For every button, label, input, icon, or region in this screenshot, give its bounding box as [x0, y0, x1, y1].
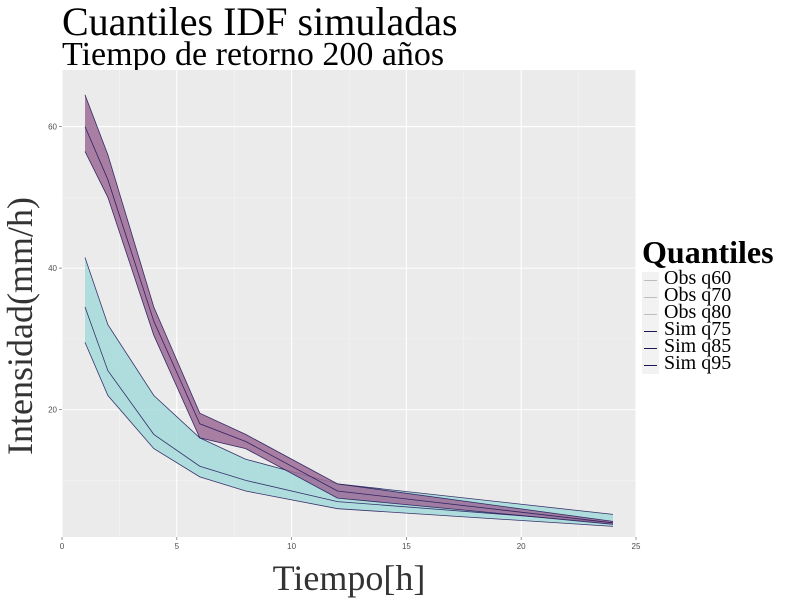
axis-ticks: 0 5 10 15 20 25 20 40 60: [48, 123, 641, 551]
legend-label: Sim q95: [664, 352, 732, 374]
quantile-line-upper: [84, 94, 614, 522]
quantile-band-1: [85, 257, 613, 527]
y-tick-label: 60: [48, 123, 57, 132]
legend-item: Obs q80: [642, 301, 774, 323]
chart-subtitle: Tiempo de retorno 200 años: [62, 36, 445, 73]
legend-key: [642, 323, 659, 340]
legend-key: [642, 340, 659, 357]
legend: Quantiles Obs q60 Obs q70 Obs q80 Sim q75 Si…: [642, 232, 774, 374]
legend-item: Sim q85: [642, 335, 774, 357]
legend-label: Obs q60: [664, 267, 732, 289]
y-tick-label: 20: [48, 406, 57, 415]
legend-item: Obs q60: [642, 267, 774, 289]
legend-key: [642, 357, 659, 374]
y-tick-label: 40: [48, 264, 57, 273]
legend-key: [642, 289, 659, 306]
quantile-line-lower: [84, 342, 614, 527]
legend-items: Obs q60 Obs q70 Obs q80 Sim q75 Sim q85 Sim q…: [642, 267, 774, 374]
legend-label: Sim q85: [664, 335, 732, 357]
x-tick-label: 15: [402, 542, 411, 551]
legend-item: Obs q70: [642, 284, 774, 306]
quantile-line-lower: [84, 151, 614, 525]
minor-gridlines: [62, 70, 636, 537]
legend-item: Sim q75: [642, 318, 774, 340]
y-axis-label: Intensidad(mm/h): [0, 197, 40, 455]
legend-label: Sim q75: [664, 318, 732, 340]
legend-key: [642, 272, 659, 289]
legend-label: Obs q70: [664, 284, 732, 306]
legend-label: Obs q80: [664, 301, 732, 323]
x-tick-label: 25: [632, 542, 641, 551]
legend-key: [642, 306, 659, 323]
x-axis-label: Tiempo[h]: [272, 558, 426, 598]
quantile-line-middle: [84, 306, 614, 524]
x-tick-label: 10: [287, 542, 296, 551]
x-tick-label: 5: [175, 542, 180, 551]
x-tick-label: 0: [60, 542, 65, 551]
quantile-line-middle: [84, 126, 614, 524]
x-tick-label: 20: [517, 542, 526, 551]
chart-title: Cuantiles IDF simuladas: [62, 0, 458, 44]
legend-title: Quantiles: [642, 234, 774, 270]
legend-item: Sim q95: [642, 352, 774, 374]
quantile-bands: [84, 94, 614, 527]
